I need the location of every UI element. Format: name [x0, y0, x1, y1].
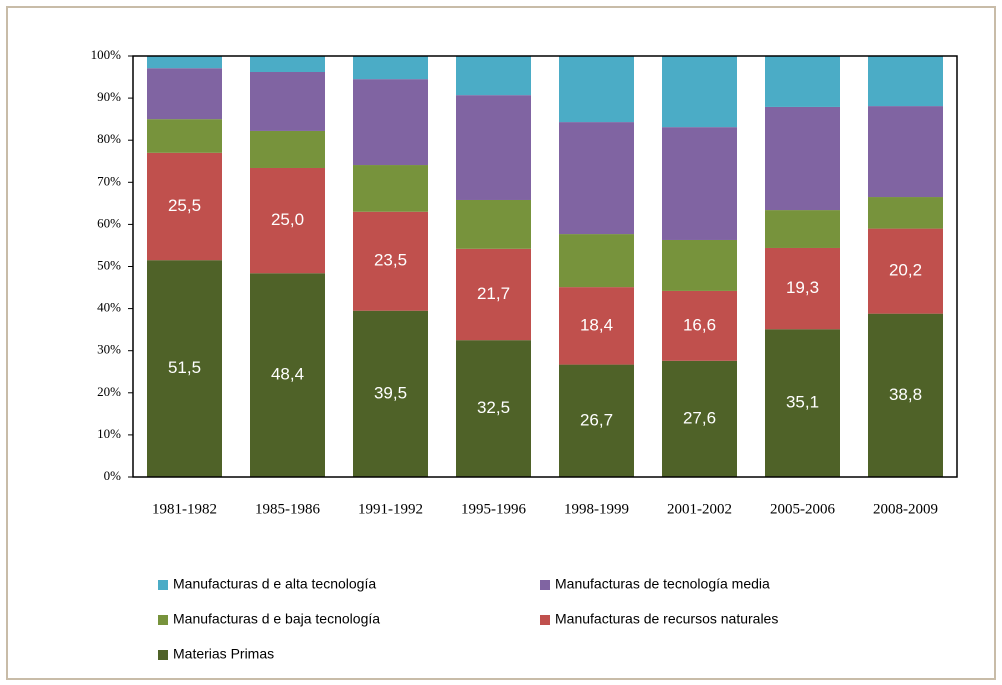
y-tick-label: 30%: [97, 342, 121, 357]
legend-swatch: [540, 615, 550, 625]
bar-segment: [662, 239, 737, 291]
bar-segment: [456, 95, 531, 200]
bar-segment: [662, 56, 737, 128]
bar-segment: [765, 106, 840, 211]
bar-segment: [456, 340, 531, 477]
data-label: 38,8: [889, 385, 922, 404]
y-tick-label: 60%: [97, 215, 121, 230]
bar-segment: [250, 273, 325, 477]
bar-segment: [147, 56, 222, 69]
y-tick-label: 70%: [97, 173, 121, 188]
legend-swatch: [158, 580, 168, 590]
bar-segment: [353, 56, 428, 80]
data-label: 51,5: [168, 358, 201, 377]
data-label: 18,4: [580, 315, 613, 334]
y-tick-label: 80%: [97, 131, 121, 146]
bar-segment: [456, 56, 531, 96]
y-tick-label: 40%: [97, 300, 121, 315]
bar-segment: [456, 248, 531, 341]
bar-segment: [662, 290, 737, 361]
bar-segment: [559, 287, 634, 365]
legend-label: Materias Primas: [173, 646, 274, 662]
bar-segment: [250, 71, 325, 131]
y-tick-label: 0%: [104, 468, 122, 483]
bar-segment: [250, 56, 325, 72]
x-tick-label: 1991-1992: [358, 501, 423, 517]
bar-segment: [456, 199, 531, 249]
data-label: 21,7: [477, 284, 510, 303]
bar-segment: [353, 79, 428, 166]
bar-segment: [662, 360, 737, 477]
data-label: 23,5: [374, 251, 407, 270]
data-label: 32,5: [477, 398, 510, 417]
data-label: 35,1: [786, 393, 819, 412]
y-tick-label: 50%: [97, 257, 121, 272]
bar-segment: [559, 56, 634, 123]
x-tick-label: 2001-2002: [667, 501, 732, 517]
bar-segment: [147, 119, 222, 153]
bar-segment: [662, 127, 737, 240]
bar-segment: [765, 329, 840, 477]
data-label: 25,5: [168, 196, 201, 215]
bar-segment: [559, 122, 634, 235]
bar-segment: [147, 152, 222, 261]
bar-segment: [250, 167, 325, 274]
legend-swatch: [158, 615, 168, 625]
bar-segment: [868, 197, 943, 229]
y-tick-label: 10%: [97, 426, 121, 441]
legend-label: Manufacturas de tecnología media: [555, 576, 770, 592]
x-tick-label: 1981-1982: [152, 501, 217, 517]
bar-segment: [868, 56, 943, 107]
bar-segment: [765, 210, 840, 248]
y-tick-label: 20%: [97, 384, 121, 399]
bar-segment: [250, 130, 325, 168]
bar-segment: [868, 313, 943, 477]
data-label: 27,6: [683, 408, 716, 427]
y-tick-label: 100%: [91, 47, 122, 62]
bar-segment: [353, 310, 428, 477]
data-label: 20,2: [889, 261, 922, 280]
bar-segment: [559, 364, 634, 477]
bar-segment: [147, 260, 222, 477]
bar-segment: [868, 106, 943, 198]
x-tick-label: 2008-2009: [873, 501, 938, 517]
bar-segment: [765, 247, 840, 330]
plot-border: [132, 55, 958, 478]
data-label: 16,6: [683, 315, 716, 334]
bar-segment: [559, 234, 634, 288]
data-label: 39,5: [374, 383, 407, 402]
x-tick-label: 2005-2006: [770, 501, 835, 517]
legend-swatch: [158, 650, 168, 660]
x-tick-label: 1985-1986: [255, 501, 320, 517]
bar-segment: [353, 165, 428, 212]
x-tick-label: 1998-1999: [564, 501, 629, 517]
data-label: 26,7: [580, 410, 613, 429]
legend-label: Manufacturas d e alta tecnología: [173, 576, 376, 592]
x-tick-label: 1995-1996: [461, 501, 526, 517]
bar-segment: [868, 228, 943, 314]
bar-segment: [765, 56, 840, 107]
bar-segment: [353, 211, 428, 311]
legend-swatch: [540, 580, 550, 590]
y-tick-label: 90%: [97, 89, 121, 104]
data-label: 19,3: [786, 278, 819, 297]
data-label: 48,4: [271, 365, 304, 384]
data-label: 25,0: [271, 210, 304, 229]
legend-label: Manufacturas de recursos naturales: [555, 611, 778, 627]
legend-label: Manufacturas d e baja tecnología: [173, 611, 380, 627]
bar-segment: [147, 68, 222, 120]
